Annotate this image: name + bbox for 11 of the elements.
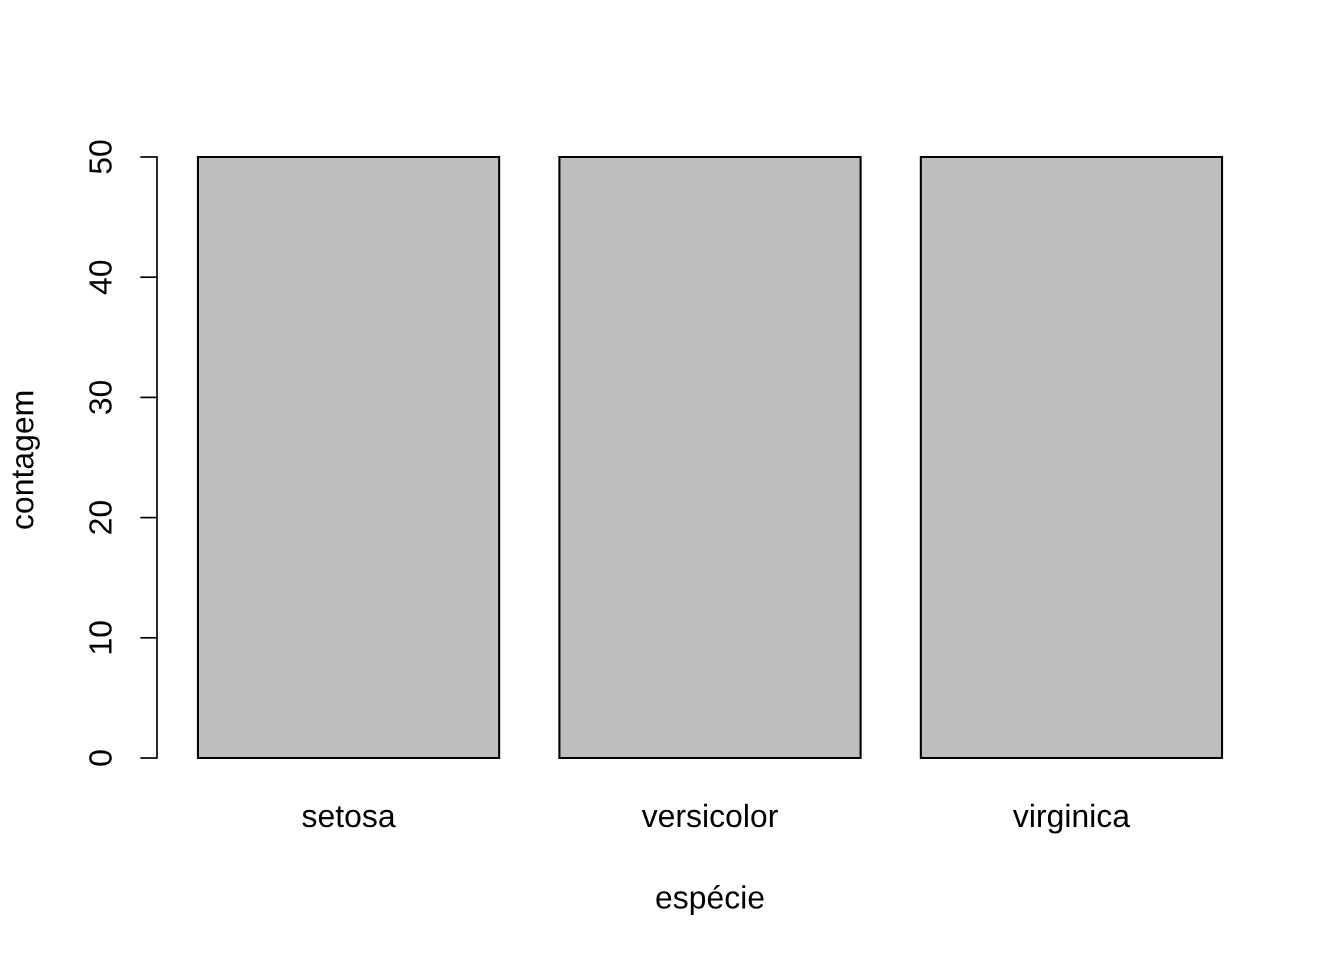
x-tick-label: versicolor xyxy=(641,803,778,828)
x-tick-label: setosa xyxy=(302,806,396,828)
y-axis-title: contagem xyxy=(12,391,40,529)
y-tick-label: 10 xyxy=(89,621,112,654)
x-axis-title: espécie xyxy=(656,884,764,916)
x-tick-label: virginica xyxy=(1012,803,1131,834)
y-tick-label: 0 xyxy=(89,750,112,766)
y-tick-label: 20 xyxy=(89,501,112,534)
y-tick-label: 40 xyxy=(89,260,112,295)
y-tick-label: 50 xyxy=(89,140,112,174)
y-tick-label: 30 xyxy=(89,380,112,414)
